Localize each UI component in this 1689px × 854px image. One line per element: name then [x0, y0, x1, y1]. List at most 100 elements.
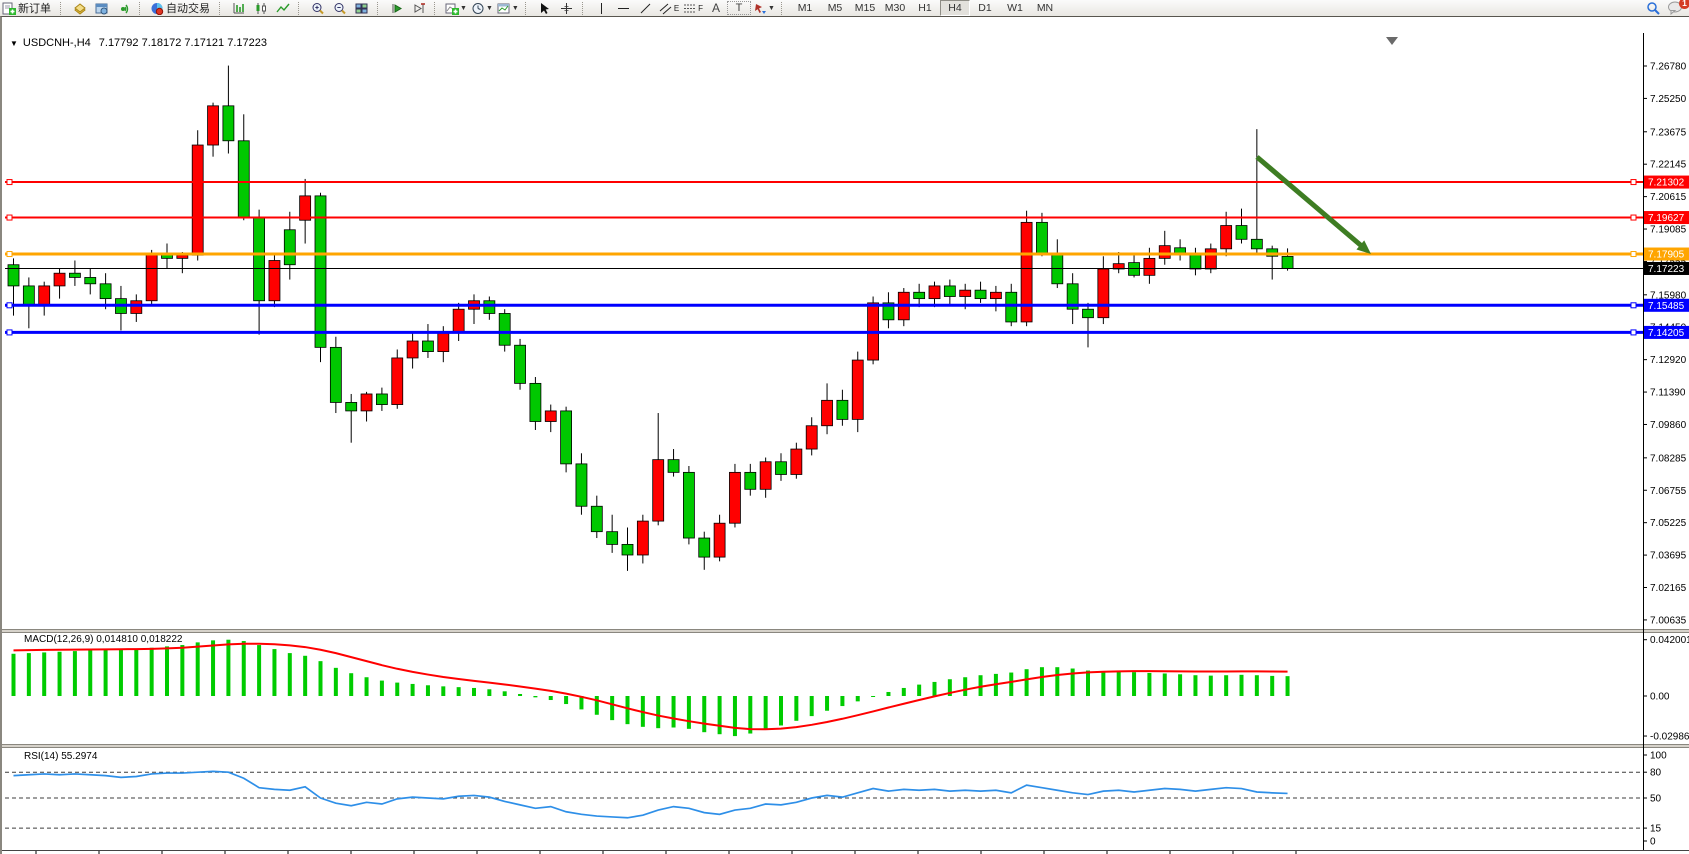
candle — [1005, 291, 1018, 323]
fibonacci-tool-button[interactable]: F — [681, 1, 705, 16]
fibonacci-tool-label: F — [698, 3, 704, 13]
vertical-line-tool-button[interactable] — [591, 1, 613, 16]
cursor-icon — [541, 2, 550, 14]
new-order-button[interactable]: 新订单 — [0, 1, 56, 16]
tile-windows-button[interactable] — [351, 1, 373, 16]
search-button[interactable] — [1642, 1, 1664, 16]
macd-bar — [1254, 675, 1259, 696]
macd-bar — [364, 677, 369, 696]
zoom-in-button[interactable] — [307, 1, 329, 16]
trendline-tool-button[interactable] — [635, 1, 657, 16]
candle — [575, 463, 588, 507]
price-axis-ticks: 7.26780 7.25250 7.23675 7.22145 7.20615 7.190… — [1643, 62, 1687, 626]
candle — [652, 459, 665, 522]
candle — [683, 471, 695, 539]
zoom-out-button[interactable] — [329, 1, 351, 16]
candle — [176, 254, 189, 259]
candle — [790, 448, 803, 475]
macd-bar — [410, 683, 415, 696]
text-tool-button[interactable]: A — [705, 1, 727, 16]
timeframe-m1-button[interactable]: M1 — [797, 2, 813, 14]
macd-bar — [134, 649, 139, 696]
candle — [560, 410, 572, 465]
svg-text:7.17223: 7.17223 — [1648, 264, 1685, 275]
candlestick-mode-button[interactable] — [250, 1, 272, 16]
candle — [299, 195, 312, 221]
timeframe-mn-button[interactable]: MN — [1036, 2, 1054, 14]
templates-button[interactable]: ▼ — [495, 1, 521, 16]
templates-dropdown-arrow[interactable]: ▼ — [511, 4, 519, 12]
channel-tool-button[interactable]: E — [657, 1, 681, 16]
arrows-dropdown-arrow[interactable]: ▼ — [768, 4, 775, 12]
rsi-label: RSI(14) 55.2974 — [24, 751, 98, 762]
panel-separator[interactable] — [2, 629, 1689, 633]
macd-indicator[interactable] — [11, 639, 1290, 737]
macd-bar — [717, 696, 722, 735]
chart-dropdown-icon[interactable]: ▼ — [10, 38, 18, 48]
macd-bar — [88, 650, 93, 696]
line-chart-mode-button[interactable] — [272, 1, 294, 16]
rsi-indicator[interactable] — [5, 770, 1643, 829]
candle — [713, 522, 726, 558]
bar-chart-mode-button[interactable] — [228, 1, 250, 16]
trend-arrow-annotation[interactable] — [1255, 155, 1371, 254]
candle — [1189, 253, 1202, 270]
timeframe-d1-button[interactable]: D1 — [978, 2, 992, 14]
chart-canvas[interactable]: 7.26780 7.25250 7.23675 7.22145 7.20615 7.190… — [2, 33, 1689, 854]
candle — [329, 346, 342, 403]
notifications-button[interactable]: 1 — [1664, 0, 1689, 16]
macd-bar — [57, 651, 62, 696]
candlesticks[interactable] — [7, 65, 1294, 571]
periods-button[interactable]: ▼ — [469, 1, 495, 16]
candle — [1066, 283, 1079, 310]
notification-badge: 1 — [1679, 0, 1689, 9]
macd-bar — [671, 696, 676, 728]
horizontal-line-tool-button[interactable] — [613, 1, 635, 16]
panel-separator[interactable] — [2, 744, 1689, 748]
indicators-button[interactable]: ▼ — [443, 1, 469, 16]
toolbar-separator — [60, 1, 66, 15]
timeframe-h4-button[interactable]: H4 — [939, 0, 970, 16]
macd-bar — [1132, 672, 1137, 696]
candle — [805, 425, 818, 450]
indicators-dropdown-arrow[interactable]: ▼ — [460, 4, 467, 12]
cursor-tool-button[interactable] — [534, 1, 556, 16]
macd-bar — [825, 696, 830, 711]
zoom-out-icon — [334, 2, 346, 14]
hline-handle — [6, 329, 13, 336]
candle — [1020, 221, 1033, 323]
arrow-shapes-icon — [755, 3, 767, 14]
timeframe-h1-button[interactable]: H1 — [918, 2, 932, 14]
periods-dropdown-arrow[interactable]: ▼ — [485, 4, 493, 12]
zoom-in-icon — [312, 2, 324, 14]
candle — [882, 302, 895, 321]
candle — [498, 313, 511, 346]
auto-trading-button[interactable]: 自动交易 — [148, 1, 215, 16]
hline-handle — [6, 179, 13, 186]
arrows-tool-button[interactable]: ▼ — [751, 1, 777, 16]
macd-bar — [610, 696, 615, 721]
svg-text:7.06755: 7.06755 — [1650, 486, 1687, 497]
chart-shift-marker[interactable] — [1386, 37, 1398, 45]
horizontal-lines[interactable] — [5, 179, 1643, 336]
timeframe-m30-button[interactable]: M30 — [884, 2, 906, 14]
equidistant-channel-icon — [659, 3, 672, 14]
data-window-button[interactable] — [91, 1, 113, 16]
candle — [437, 332, 450, 352]
crosshair-tool-button[interactable] — [556, 1, 578, 16]
svg-text:7.02165: 7.02165 — [1650, 583, 1687, 594]
macd-bar — [1101, 671, 1106, 696]
text-label-tool-button[interactable]: T — [727, 1, 752, 15]
timeframe-m15-button[interactable]: M15 — [854, 2, 876, 14]
timeframe-w1-button[interactable]: W1 — [1007, 2, 1023, 14]
svg-text:0.00: 0.00 — [1650, 692, 1670, 703]
timeframe-m5-button[interactable]: M5 — [827, 2, 843, 14]
macd-bar — [518, 693, 523, 696]
macd-bar — [1178, 674, 1183, 696]
macd-bar — [11, 653, 16, 696]
auto-scroll-button[interactable] — [386, 1, 408, 16]
market-watch-button[interactable] — [69, 1, 91, 16]
macd-bar — [1193, 675, 1198, 696]
chart-shift-button[interactable] — [408, 1, 430, 16]
navigator-button[interactable] — [113, 1, 135, 16]
